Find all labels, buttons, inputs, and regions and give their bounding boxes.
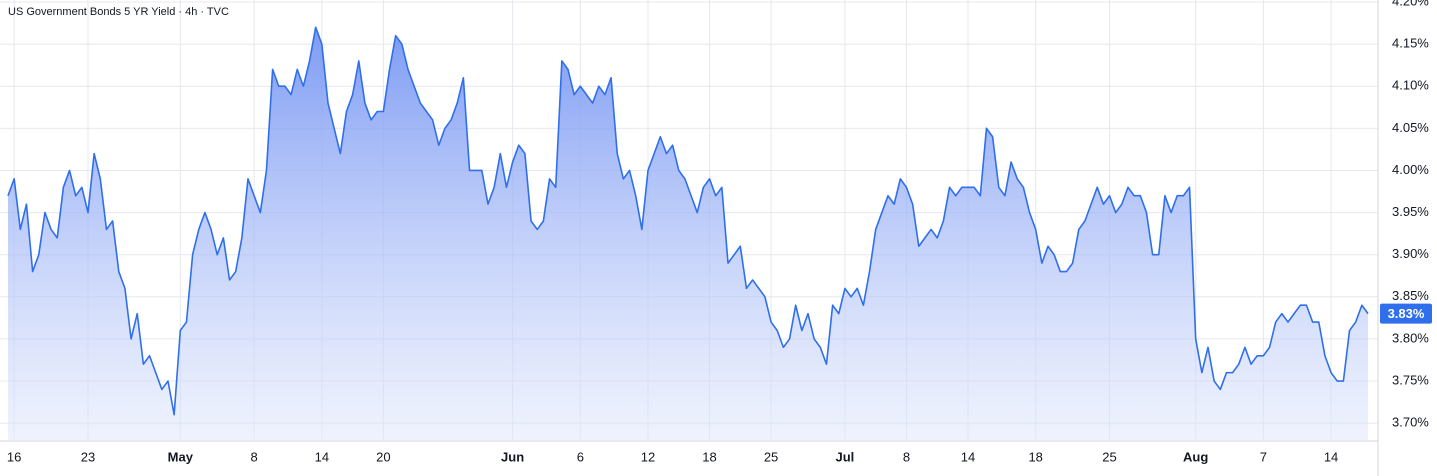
y-tick-label: 3.90% bbox=[1392, 246, 1429, 261]
x-tick-label: 25 bbox=[1102, 449, 1116, 464]
last-value-label: 3.83% bbox=[1388, 306, 1425, 321]
line bbox=[7, 26, 1369, 416]
x-tick-label: 12 bbox=[641, 449, 655, 464]
x-tick-label: May bbox=[168, 449, 194, 464]
chart-title: US Government Bonds 5 YR Yield · 4h · TV… bbox=[8, 6, 229, 18]
last-value-badge bbox=[1380, 303, 1432, 324]
x-tick-label: 16 bbox=[7, 449, 21, 464]
y-tick-label: 3.80% bbox=[1392, 330, 1429, 345]
x-tick-label: 20 bbox=[376, 449, 390, 464]
x-tick-label: 14 bbox=[1324, 449, 1338, 464]
area-fill bbox=[8, 27, 1368, 441]
x-tick-label: 14 bbox=[961, 449, 975, 464]
x-tick-label: 8 bbox=[251, 449, 258, 464]
y-tick-label: 3.75% bbox=[1392, 372, 1429, 387]
y-tick-label: 4.00% bbox=[1392, 162, 1429, 177]
axes: 3.70% 3.75% 3.80% 3.85% 3.90% 3.95% 4.00% 4.05%… bbox=[7, 0, 1432, 464]
x-tick-label: 23 bbox=[81, 449, 95, 464]
x-tick-label: 6 bbox=[577, 449, 584, 464]
x-tick-label: 7 bbox=[1260, 449, 1267, 464]
y-tick-label: 4.15% bbox=[1392, 36, 1429, 51]
y-tick-label: 4.10% bbox=[1392, 78, 1429, 93]
y-tick-label: 3.85% bbox=[1392, 288, 1429, 303]
x-tick-label: 18 bbox=[702, 449, 716, 464]
y-tick-label: 4.20% bbox=[1392, 0, 1429, 8]
x-tick-label: Aug bbox=[1183, 449, 1208, 464]
x-tick-label: 18 bbox=[1028, 449, 1042, 464]
y-tick-label: 4.05% bbox=[1392, 120, 1429, 135]
x-tick-label: 8 bbox=[903, 449, 910, 464]
x-tick-label: 25 bbox=[764, 449, 778, 464]
x-tick-label: 14 bbox=[315, 449, 329, 464]
x-tick-label: Jun bbox=[501, 449, 524, 464]
y-tick-label: 3.70% bbox=[1392, 415, 1429, 430]
plot-area bbox=[7, 26, 1369, 441]
y-tick-label: 3.95% bbox=[1392, 204, 1429, 219]
x-tick-label: Jul bbox=[836, 449, 855, 464]
